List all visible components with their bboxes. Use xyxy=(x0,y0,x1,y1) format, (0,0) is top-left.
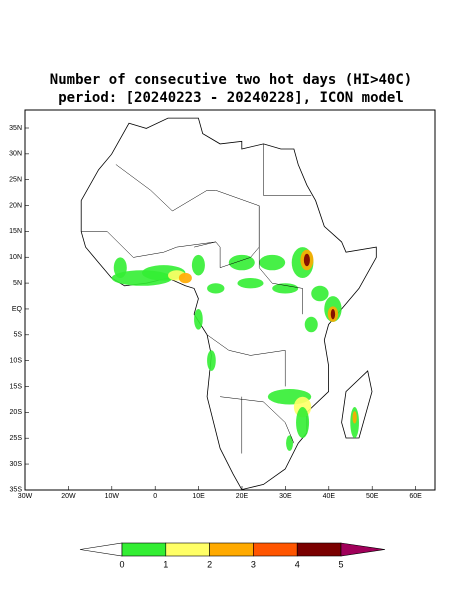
lon-label: 40E xyxy=(323,493,336,500)
title-line: Number of consecutive two hot days (HI>4… xyxy=(50,72,412,88)
lat-label: EQ xyxy=(12,306,23,313)
lat-label: 15N xyxy=(9,228,22,235)
lon-label: 60E xyxy=(409,493,422,500)
lon-label: 30E xyxy=(279,493,292,500)
hot-day-patch xyxy=(207,350,216,371)
lat-label: 35S xyxy=(10,487,23,494)
lat-label: 5S xyxy=(13,332,22,339)
hot-day-patch xyxy=(304,316,318,333)
lat-label: 30N xyxy=(9,151,22,158)
hot-day-patch xyxy=(311,285,329,302)
colorbar-box xyxy=(121,542,167,557)
map-frame xyxy=(24,109,436,491)
lat-label: 25S xyxy=(10,435,23,442)
hot-day-patch xyxy=(228,254,255,271)
colorbar-label: 0 xyxy=(119,559,124,569)
hot-day-patch xyxy=(352,411,357,424)
hot-day-patch xyxy=(296,407,310,438)
hot-day-patch xyxy=(194,309,203,330)
hot-day-patch xyxy=(286,435,294,451)
border xyxy=(81,231,216,258)
colorbar-box xyxy=(165,542,210,557)
hot-day-patch xyxy=(191,254,205,276)
lon-label: 0 xyxy=(153,493,157,500)
hot-day-patch xyxy=(303,253,310,267)
colorbar-label: 4 xyxy=(295,559,300,569)
hot-day-patch xyxy=(113,257,127,279)
lat-label: 20N xyxy=(9,202,22,209)
lat-label: 10N xyxy=(9,254,22,261)
hot-day-patch xyxy=(178,272,192,284)
border xyxy=(263,143,312,196)
hot-day-patch xyxy=(272,283,299,294)
border xyxy=(206,334,286,387)
lon-label: 20E xyxy=(236,493,249,500)
lon-label: 20W xyxy=(61,493,76,500)
lat-label: 30S xyxy=(10,461,23,468)
lat-label: 20S xyxy=(10,409,23,416)
colorbar-box xyxy=(253,542,298,557)
lat-label: 25N xyxy=(9,177,22,184)
lon-label: 10E xyxy=(192,493,205,500)
lon-label: 10W xyxy=(105,493,120,500)
colorbar-label: 1 xyxy=(163,559,168,569)
colorbar-label: 3 xyxy=(251,559,256,569)
colorbar-end xyxy=(79,542,123,557)
colorbar-end xyxy=(340,542,386,557)
lon-label: 30W xyxy=(18,493,33,500)
lat-label: 15S xyxy=(10,383,23,390)
lat-label: 35N xyxy=(9,125,22,132)
hot-day-patch xyxy=(237,278,264,289)
hot-day-patch xyxy=(259,254,286,271)
title-line: period: [20240223 - 20240228], ICON mode… xyxy=(58,90,404,106)
colorbar-box xyxy=(296,542,342,557)
border xyxy=(258,205,303,315)
land-outline xyxy=(341,370,373,439)
hot-day-patch xyxy=(207,283,225,294)
hot-day-patch xyxy=(330,309,336,320)
lat-label: 5N xyxy=(13,280,22,287)
lat-label: 10S xyxy=(10,357,23,364)
lon-label: 50E xyxy=(366,493,379,500)
colorbar-label: 5 xyxy=(338,559,343,569)
colorbar-label: 2 xyxy=(207,559,212,569)
colorbar-box xyxy=(209,542,254,557)
